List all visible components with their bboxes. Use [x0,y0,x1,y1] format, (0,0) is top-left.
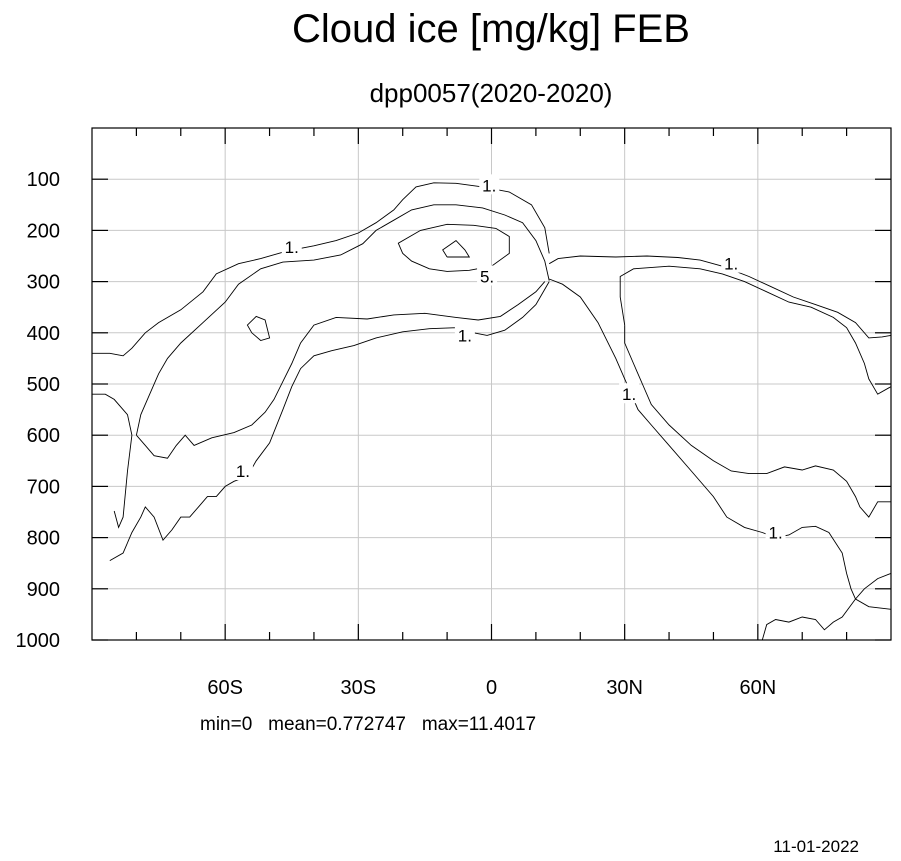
contour-line [442,240,471,258]
contour-label-bg [765,521,786,542]
chart-subtitle: dpp0057(2020-2020) [370,78,613,108]
contour-line [92,182,550,357]
contour-label-bg [454,324,475,345]
contour-line [548,255,892,339]
y-tick-label: 100 [27,169,60,191]
contour-line [136,281,546,459]
contour-label: 1. [768,523,782,542]
contour-label-bg [619,383,640,404]
y-tick-label: 800 [27,528,60,550]
contour-labels: 1. 1. 5. 1. 1. 1. 1. 1. [232,174,786,542]
contour-line [549,278,892,610]
x-tick-label: 30S [341,677,377,699]
contour-label: 1. [724,255,738,274]
contour-line [624,325,891,518]
y-tick-label: 200 [27,220,60,242]
contour-label-bg [281,235,302,256]
contour-label-bg [477,265,498,286]
stats-text: min=0 mean=0.772747 max=11.4017 [200,714,536,735]
y-tick-label: 700 [27,476,60,498]
y-tick-label: 600 [27,425,60,447]
contour-line [619,265,892,395]
contour-label-bg [721,252,742,273]
y-tick-labels: 100 200 300 400 500 600 700 800 900 1000 [16,169,61,652]
axis-ticks [92,128,891,641]
x-tick-label: 30N [606,677,643,699]
contour-lines [92,182,892,641]
contour-line [109,281,550,561]
contour-label: 1. [458,326,472,345]
contour-line [246,315,271,342]
contour-line [397,223,510,272]
contour-label: 5. [480,267,494,286]
x-tick-label: 60N [739,677,776,699]
x-tick-label: 60S [207,677,243,699]
contour-line [135,204,550,436]
y-tick-label: 500 [27,374,60,396]
contour-label-bg [232,460,253,481]
date-stamp: 11-01-2022 [773,837,859,856]
y-tick-label: 400 [27,323,60,345]
contour-line [761,572,892,641]
contour-label-bg [479,174,500,195]
contour-label: 1. [482,176,496,195]
y-tick-label: 1000 [16,630,61,652]
x-tick-label: 0 [486,677,497,699]
chart-title: Cloud ice [mg/kg] FEB [292,7,690,51]
y-tick-label: 300 [27,272,60,294]
contour-line [92,393,133,529]
contour-label: 1. [285,238,299,257]
contour-label: 1. [622,385,636,404]
grid-lines [92,128,891,640]
y-tick-label: 900 [27,579,60,601]
x-tick-labels: 60S 30S 0 30N 60N [207,677,776,699]
contour-label: 1. [236,462,250,481]
